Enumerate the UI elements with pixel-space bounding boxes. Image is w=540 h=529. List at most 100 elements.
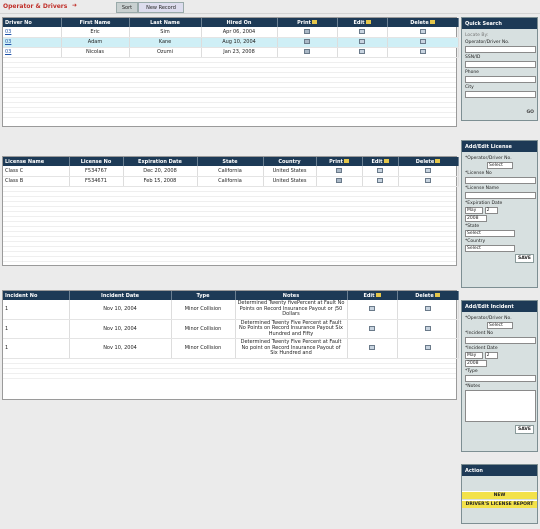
edit-icon[interactable] [369,345,375,351]
quick-search-panel: Quick Search Locate By: Operator/Driver … [461,17,538,121]
driver-link[interactable]: 03 [5,28,12,35]
city-input[interactable] [465,91,536,98]
operator-select[interactable]: Select [487,322,513,329]
country-select[interactable]: Select [465,245,515,252]
type-input[interactable] [465,375,536,382]
incident-no-label: *Incident No [465,331,493,336]
col-license-no[interactable]: License No [69,157,124,166]
licenses-grid: License Name License No Expiration Date … [2,156,459,266]
operator-input[interactable] [465,46,536,53]
license-name: Class C [3,166,70,177]
license-no-input[interactable] [465,177,536,184]
go-button[interactable]: GO [526,110,534,115]
col-license-name[interactable]: License Name [3,157,70,166]
driver-link[interactable]: 03 [5,49,12,55]
incident-no: 1 [3,300,70,320]
delete-icon[interactable] [424,306,431,312]
table-row: 1 Nov 10, 2004 Minor Collision Determine… [3,338,459,359]
col-incident-date[interactable]: Incident Date [69,291,172,300]
action-license-report-button[interactable]: DRIVER'S LICENSE REPORT [462,500,537,508]
last-name: Kane [129,37,202,48]
incident-date-label: *Incident Date [465,346,498,351]
operator-select[interactable]: Select [487,162,513,169]
col-delete-label: Delete [415,158,435,165]
col-driver-no[interactable]: Driver No [3,18,62,27]
type-label: *Type [465,369,478,374]
action-new-button[interactable]: NEW [462,491,537,499]
tab-new-record[interactable]: New Record [138,2,184,13]
date-year-select[interactable]: 2008 [465,360,487,367]
col-incident-no[interactable]: Incident No [3,291,70,300]
incident-date: Nov 10, 2004 [69,300,172,320]
tab-sort[interactable]: Sort [116,2,138,13]
col-delete: Delete [397,291,459,300]
delete-icon[interactable] [419,39,426,44]
operator-label: *Operator/Driver No. [465,156,512,161]
license-no: F534767 [69,166,124,177]
state-select[interactable]: Select [465,230,515,237]
locate-by-label: Locate By: [465,33,489,38]
incident-no-input[interactable] [465,337,536,344]
col-expiration[interactable]: Expiration Date [123,157,198,166]
print-icon[interactable] [336,178,342,183]
country: United States [263,176,317,187]
col-print-label: Print [297,19,311,26]
edit-icon[interactable] [359,39,365,44]
table-row: 03 Nicolas Ozumi Jan 23, 2008 [3,47,459,58]
phone-input[interactable] [465,76,536,83]
delete-icon[interactable] [425,167,431,173]
col-notes[interactable]: Notes [235,291,348,300]
ssn-input[interactable] [465,61,536,68]
col-last-name[interactable]: Last Name [129,18,202,27]
expiration-date: Dec 20, 2008 [123,166,198,177]
notes-label: *Notes [465,384,481,389]
incident-notes: Determined Twenty fivePercent at Fault N… [235,300,348,320]
col-country[interactable]: Country [263,157,317,166]
edit-icon[interactable] [369,306,375,312]
edit-icon[interactable] [377,178,383,183]
date-day-select[interactable]: 2 [484,352,498,359]
col-state[interactable]: State [197,157,264,166]
print-icon[interactable] [304,49,310,54]
edit-icon[interactable] [359,49,365,54]
star-icon [429,20,435,24]
delete-icon[interactable] [424,345,431,351]
license-save-button[interactable]: SAVE [515,254,534,263]
quick-search-title: Quick Search [462,18,537,29]
delete-icon[interactable] [425,178,431,183]
expiration-date: Feb 15, 2008 [123,176,198,187]
col-first-name[interactable]: First Name [61,18,130,27]
arrow-right-icon: ➜ [72,2,78,9]
print-icon[interactable] [304,28,310,34]
col-hired-on[interactable]: Hired On [201,18,278,27]
col-delete: Delete [387,18,459,27]
exp-month-select[interactable]: May [465,207,483,214]
pencil-icon [365,20,371,24]
col-edit-label: Edit [363,292,375,299]
incidents-grid: Incident No Incident Date Type Notes Edi… [2,290,459,400]
pencil-icon [375,293,381,297]
date-month-select[interactable]: May [465,352,483,359]
star-icon [435,159,441,163]
col-type[interactable]: Type [171,291,236,300]
expiration-label: *Expiration Date [465,201,503,206]
edit-icon[interactable] [377,167,383,173]
phone-label: Phone [465,70,479,75]
edit-icon[interactable] [369,325,375,331]
driver-link[interactable]: 03 [5,39,12,45]
license-name-input[interactable] [465,192,536,199]
incident-save-button[interactable]: SAVE [515,425,534,434]
edit-icon[interactable] [359,28,365,34]
delete-icon[interactable] [419,28,426,34]
print-icon[interactable] [336,167,342,173]
delete-icon[interactable] [424,325,431,331]
notes-textarea[interactable] [465,390,536,422]
delete-icon[interactable] [419,49,426,54]
col-edit: Edit [337,18,388,27]
exp-year-select[interactable]: 2008 [465,215,487,222]
print-icon[interactable] [304,39,310,44]
grid-filler [3,358,456,379]
incident-type: Minor Collision [171,300,236,320]
exp-day-select[interactable]: 2 [484,207,498,214]
action-spacer [462,476,537,490]
